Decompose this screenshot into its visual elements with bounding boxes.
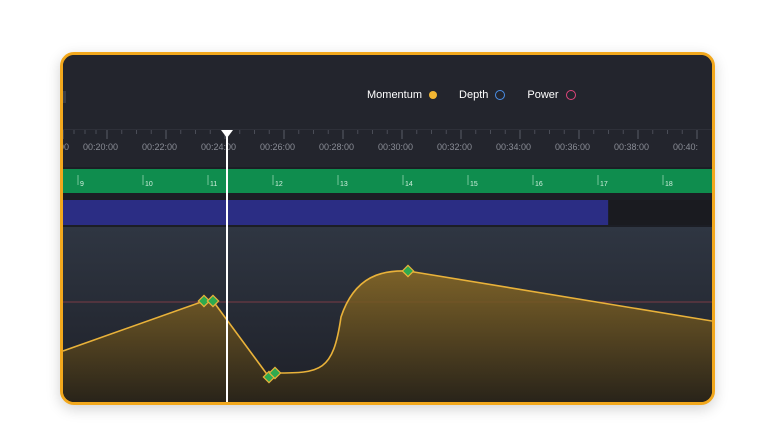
time-ruler[interactable]: 00 00:20:00 00:22:00 00:24:00 00:26:00 00:28:… xyxy=(63,129,712,168)
playhead-handle-icon[interactable] xyxy=(221,130,233,138)
beat-number: 14 xyxy=(405,181,413,188)
keyframe-handle[interactable] xyxy=(401,264,415,278)
depth-ring-icon xyxy=(495,90,506,100)
ruler-time-label: 00:38:00 xyxy=(614,142,649,152)
ruler-time-label: 00:32:00 xyxy=(437,142,472,152)
curve-editor[interactable] xyxy=(63,227,712,402)
beat-track[interactable] xyxy=(63,169,712,193)
ruler-time-label: 00:22:00 xyxy=(142,142,177,152)
beat-number: 18 xyxy=(665,181,673,188)
ruler-time-label: 00:24:00 xyxy=(201,142,236,152)
legend-item-depth[interactable]: Depth xyxy=(459,89,506,101)
header-cutoff-text xyxy=(63,91,66,103)
timeline-editor-window: Momentum Depth Power 0000:20:0000:22:000… xyxy=(60,52,715,405)
ruler-time-label: 00:26:00 xyxy=(260,142,295,152)
clip-bar[interactable] xyxy=(63,200,609,225)
power-ring-icon xyxy=(565,90,576,100)
legend-item-momentum[interactable]: Momentum xyxy=(367,89,438,101)
beat-number: 12 xyxy=(275,181,283,188)
beat-number: 9 xyxy=(80,181,84,188)
legend-label-momentum: Momentum xyxy=(367,89,423,101)
keyframe-handle[interactable] xyxy=(206,294,220,308)
beat-number: 16 xyxy=(535,181,543,188)
legend: Momentum Depth Power xyxy=(367,89,598,101)
editor-header: Momentum Depth Power xyxy=(63,55,712,129)
legend-label-power: Power xyxy=(527,89,559,101)
momentum-curve-fill xyxy=(63,270,712,402)
ruler-time-label: 00:30:00 xyxy=(378,142,413,152)
momentum-dot-icon xyxy=(429,91,438,99)
ruler-time-label: 00:40: xyxy=(673,142,698,152)
track-lanes: 9 10 11 12 13 14 15 16 17 18 xyxy=(63,167,712,227)
beat-number: 11 xyxy=(210,181,217,188)
beat-number: 17 xyxy=(600,181,608,188)
ruler-time-label: 00:20:00 xyxy=(83,142,118,152)
beat-number: 10 xyxy=(145,181,153,188)
legend-item-power[interactable]: Power xyxy=(527,89,576,101)
legend-label-depth: Depth xyxy=(459,89,489,101)
ruler-time-label: 00 xyxy=(63,142,69,152)
ruler-time-label: 00:28:00 xyxy=(319,142,354,152)
ruler-time-label: 00:34:00 xyxy=(496,142,531,152)
beat-number: 15 xyxy=(470,181,478,188)
playhead-line[interactable] xyxy=(226,131,228,402)
keyframe-handle[interactable] xyxy=(197,294,211,308)
ruler-time-label: 00:36:00 xyxy=(555,142,590,152)
keyframe-handle[interactable] xyxy=(268,366,282,380)
beat-number: 13 xyxy=(340,181,348,188)
